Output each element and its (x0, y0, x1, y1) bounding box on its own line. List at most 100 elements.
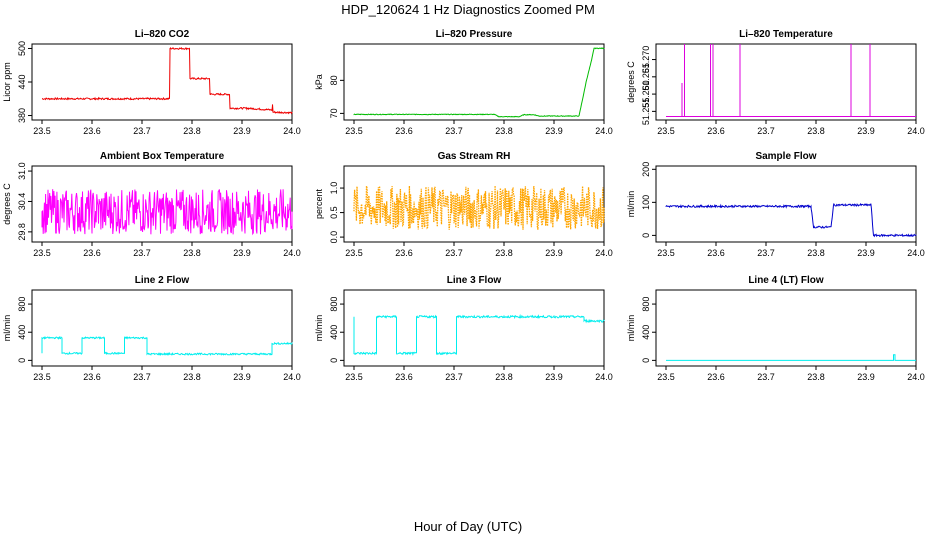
series-line-0 (353, 47, 605, 118)
x-tick-label: 23.6 (83, 248, 101, 258)
y-axis-label: ml/min (626, 315, 636, 342)
x-tick-label: 24.0 (595, 372, 613, 382)
plot-frame (31, 165, 293, 243)
x-tick-label: 23.8 (495, 372, 513, 382)
y-tick-label: 0.5 (329, 206, 339, 219)
series-line-0 (666, 44, 916, 117)
x-tick-label: 23.5 (345, 248, 363, 258)
y-tick-label: 1.0 (329, 182, 339, 195)
x-tick-label: 23.9 (857, 126, 875, 136)
plot-frame (31, 289, 293, 367)
x-tick-label: 24.0 (283, 372, 301, 382)
x-tick-label: 23.8 (807, 372, 825, 382)
x-tick-label: 23.6 (395, 372, 413, 382)
x-tick-label: 23.7 (445, 372, 463, 382)
chart-panel-5: Sample Flow ml/min 23.5 23.6 23.7 23.8 23.9 24.… (626, 151, 925, 258)
x-tick-label: 23.6 (707, 248, 725, 258)
y-tick-label: 400 (329, 325, 339, 340)
x-tick-label: 24.0 (283, 248, 301, 258)
x-tick-label: 23.5 (345, 372, 363, 382)
plot-frame (343, 165, 605, 243)
panel-title: Line 3 Flow (447, 275, 502, 286)
y-tick-label: 0 (17, 358, 27, 363)
chart-panel-8: Line 4 (LT) Flow ml/min 23.5 23.6 23.7 23.8 23… (626, 275, 925, 382)
x-tick-label: 23.5 (33, 372, 51, 382)
y-tick-label: 500 (17, 41, 27, 56)
y-tick-label: 800 (641, 297, 651, 312)
y-axis-label: degrees C (626, 61, 636, 103)
panel-title: Line 2 Flow (135, 275, 190, 286)
y-tick-label: 30.4 (17, 193, 27, 211)
x-tick-label: 23.5 (657, 248, 675, 258)
x-tick-label: 23.7 (445, 126, 463, 136)
plot-frame (343, 289, 605, 367)
y-tick-label: 800 (17, 297, 27, 312)
x-tick-label: 23.9 (545, 372, 563, 382)
figure-title: HDP_120624 1 Hz Diagnostics Zoomed PM (341, 2, 595, 17)
chart-panel-1: Li–820 Pressure kPa 23.5 23.6 23.7 23.8 23.9 24… (314, 29, 613, 136)
y-axis-label: kPa (314, 74, 324, 90)
x-tick-label: 23.9 (233, 126, 251, 136)
chart-panel-4: Gas Stream RH percent 23.5 23.6 23.7 23.8 23.9… (314, 151, 613, 258)
y-tick-label: 100 (641, 195, 651, 210)
x-tick-label: 23.9 (857, 248, 875, 258)
series-line-0 (41, 46, 293, 115)
y-tick-label: 400 (641, 325, 651, 340)
y-axis-label: Licor ppm (2, 62, 12, 102)
x-tick-label: 24.0 (283, 126, 301, 136)
panels-grid: Li–820 CO2 Licor ppm 23.5 23.6 23.7 23.8 23.9 2… (2, 29, 925, 382)
y-axis-label: ml/min (626, 191, 636, 218)
x-tick-label: 23.6 (83, 372, 101, 382)
chart-panel-7: Line 3 Flow ml/min 23.5 23.6 23.7 23.8 23.9 24.… (314, 275, 613, 382)
x-tick-label: 23.8 (183, 248, 201, 258)
series-line-0 (41, 335, 293, 356)
y-tick-label: 70 (329, 108, 339, 118)
series-line-0 (353, 313, 605, 356)
x-tick-label: 23.8 (807, 126, 825, 136)
chart-panel-3: Ambient Box Temperature degrees C 23.5 23.6… (2, 151, 301, 258)
x-tick-label: 23.5 (33, 248, 51, 258)
series-line-0 (41, 189, 293, 236)
y-tick-label: 200 (641, 162, 651, 177)
series-line-0 (665, 202, 917, 238)
x-tick-label: 23.6 (707, 126, 725, 136)
y-tick-label: 51.260 (641, 80, 651, 108)
chart-panel-0: Li–820 CO2 Licor ppm 23.5 23.6 23.7 23.8 23.9 2… (2, 29, 301, 136)
x-tick-label: 23.5 (345, 126, 363, 136)
x-tick-label: 23.5 (657, 372, 675, 382)
x-tick-label: 23.7 (757, 248, 775, 258)
y-axis-label: percent (314, 188, 324, 219)
y-tick-label: 29.8 (17, 223, 27, 241)
x-tick-label: 23.7 (133, 126, 151, 136)
x-tick-label: 24.0 (595, 248, 613, 258)
x-tick-label: 24.0 (595, 126, 613, 136)
y-tick-label: 800 (329, 297, 339, 312)
y-tick-label: 51.255 (641, 98, 651, 126)
x-tick-label: 23.6 (395, 248, 413, 258)
y-tick-label: 0 (329, 358, 339, 363)
y-tick-label: 400 (17, 325, 27, 340)
chart-panel-2: Li–820 Temperature degrees C 23.5 23.6 23.7 2… (626, 29, 925, 136)
plot-frame (655, 165, 917, 243)
panel-title: Gas Stream RH (438, 151, 511, 162)
x-tick-label: 23.8 (495, 248, 513, 258)
figure-xlabel: Hour of Day (UTC) (414, 519, 522, 534)
x-tick-label: 24.0 (907, 126, 925, 136)
y-tick-label: 0 (641, 358, 651, 363)
x-tick-label: 23.7 (133, 372, 151, 382)
y-axis-label: ml/min (2, 315, 12, 342)
x-tick-label: 23.7 (133, 248, 151, 258)
x-tick-label: 23.5 (657, 126, 675, 136)
x-tick-label: 24.0 (907, 372, 925, 382)
x-tick-label: 24.0 (907, 248, 925, 258)
panel-title: Li–820 CO2 (135, 29, 190, 40)
x-tick-label: 23.7 (757, 372, 775, 382)
y-tick-label: 0.0 (329, 231, 339, 244)
x-tick-label: 23.6 (83, 126, 101, 136)
y-tick-label: 31.0 (17, 162, 27, 180)
panel-title: Li–820 Temperature (739, 29, 833, 40)
y-tick-label: 440 (17, 74, 27, 89)
plot-frame (655, 43, 917, 121)
panel-title: Line 4 (LT) Flow (748, 275, 824, 286)
